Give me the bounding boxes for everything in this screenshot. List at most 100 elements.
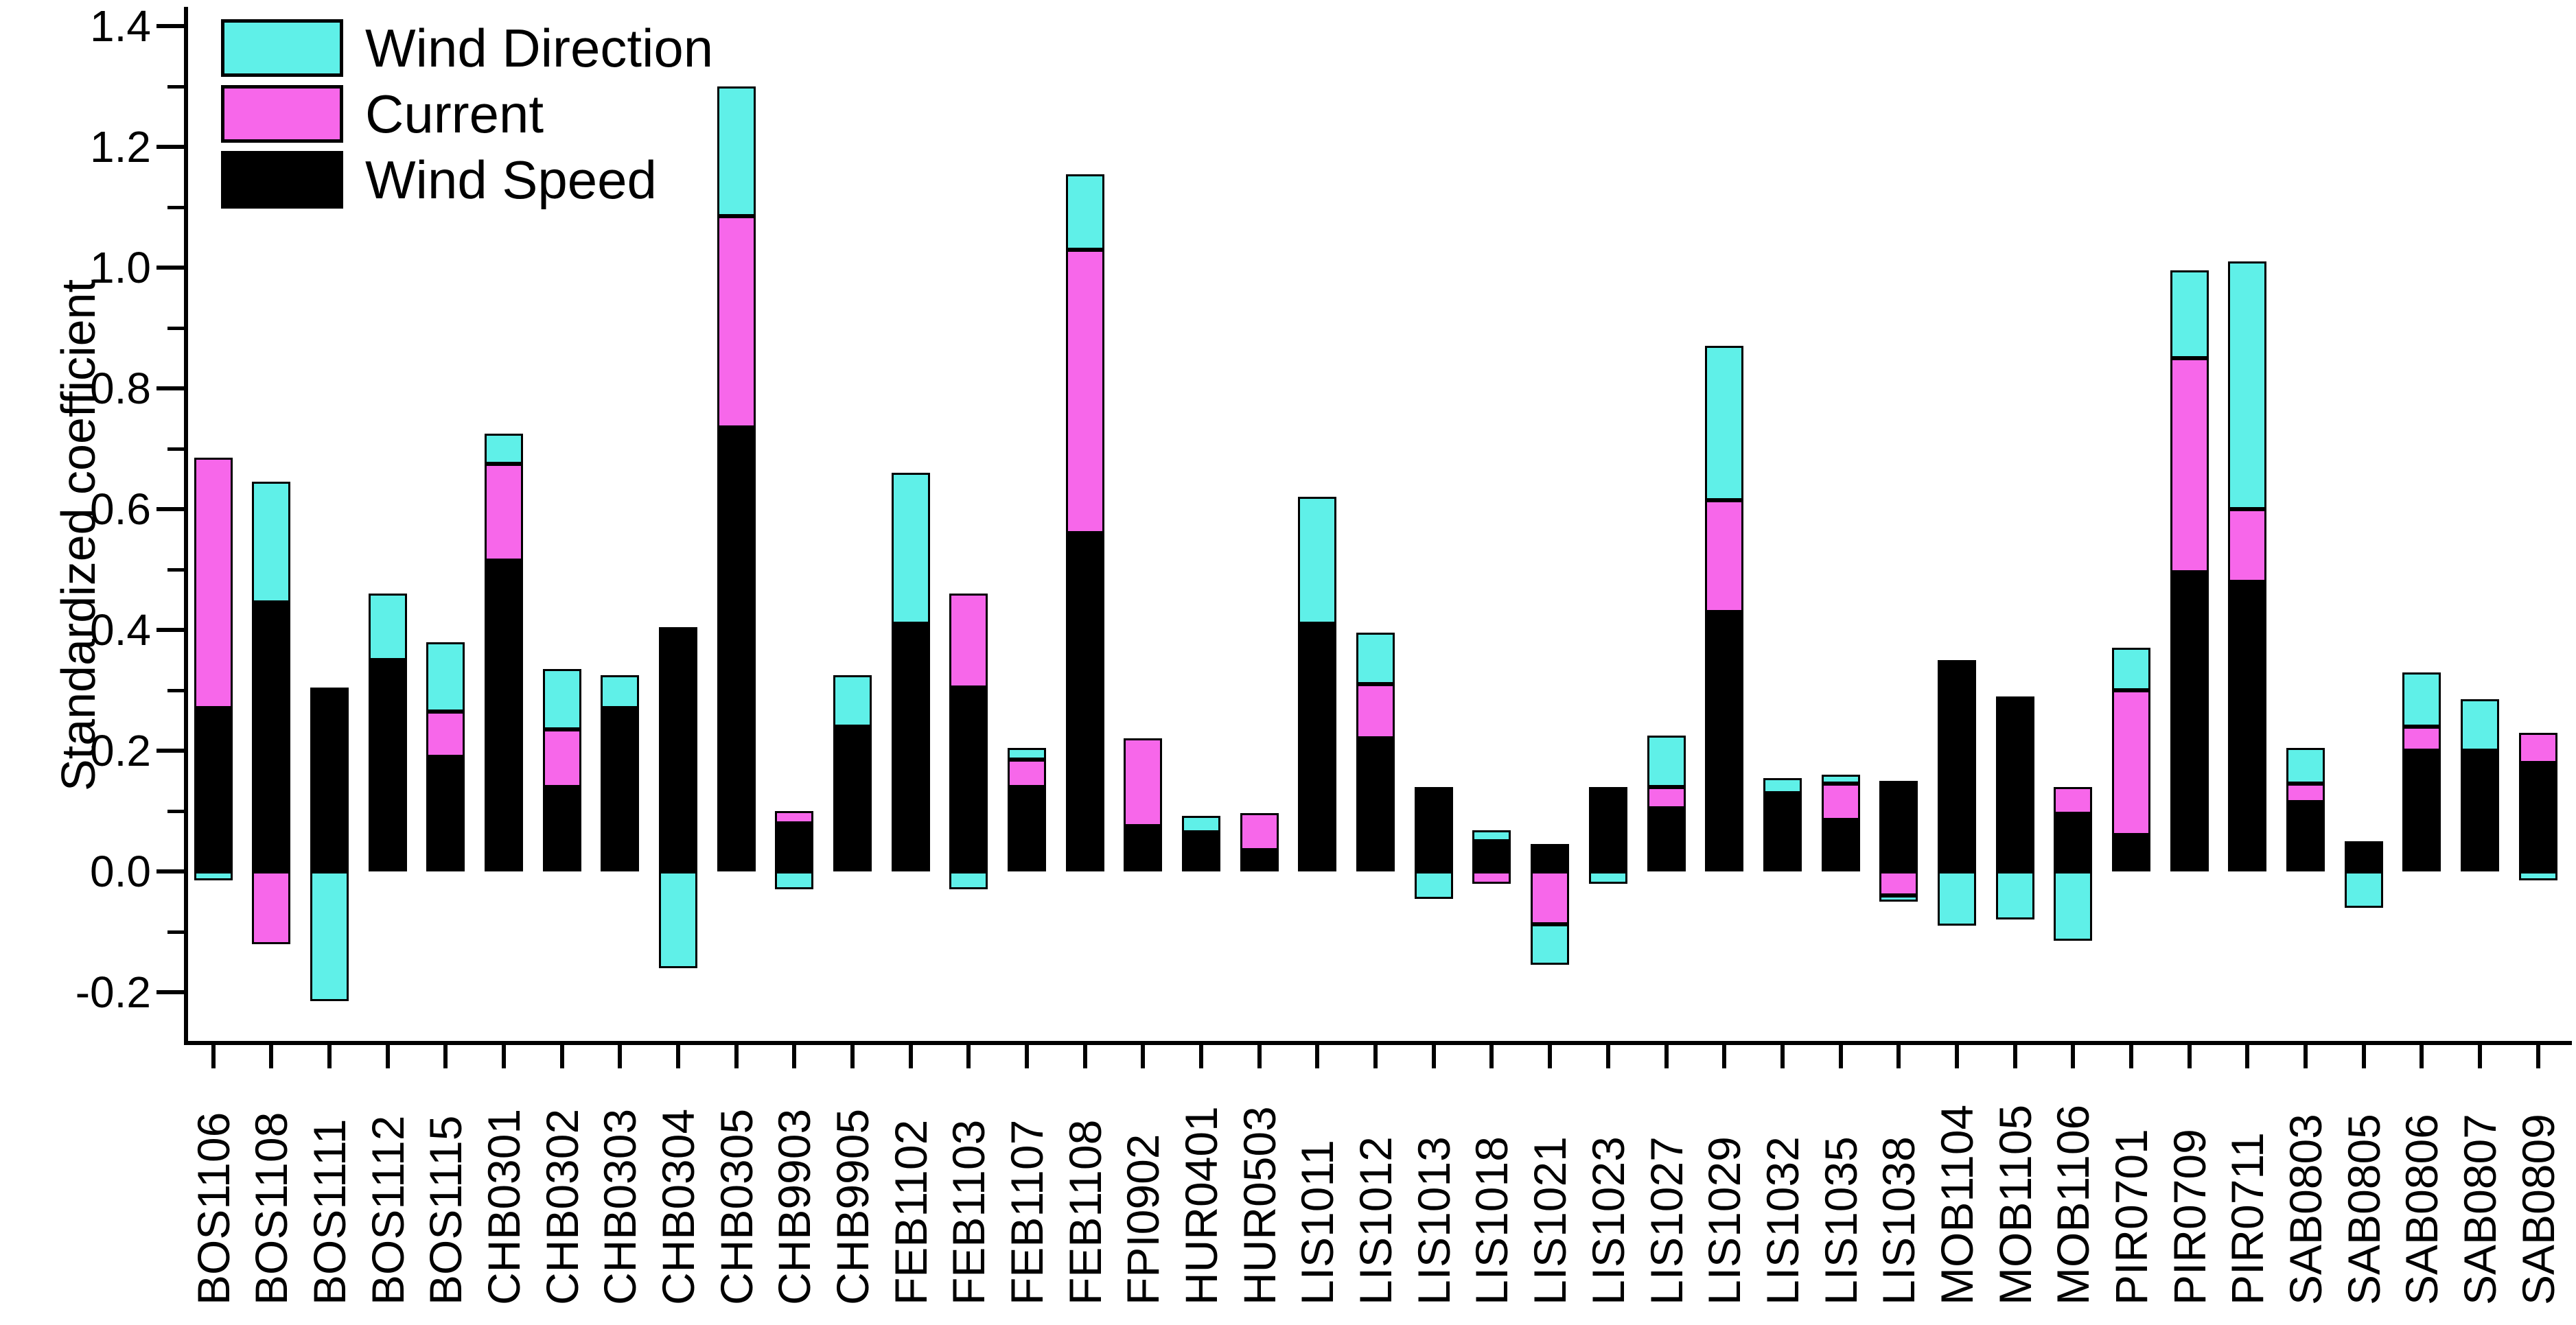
- bar-segment-wind-speed: [1124, 826, 1163, 871]
- legend-label: Current: [365, 84, 544, 144]
- bar-segment-wind-speed: [1065, 533, 1104, 871]
- bar-segment-wind-direction: [891, 473, 930, 624]
- x-tick: [2536, 1045, 2540, 1068]
- bar-segment-current: [1065, 249, 1104, 534]
- bar-segment-wind-speed: [658, 626, 697, 871]
- bar-segment-wind-direction: [252, 482, 291, 603]
- y-tick-label: 1.2: [90, 122, 151, 172]
- x-tick: [792, 1045, 797, 1068]
- x-tick: [1431, 1045, 1436, 1068]
- x-tick: [1373, 1045, 1378, 1068]
- bar-segment-wind-speed: [2402, 751, 2441, 871]
- bar-segment-wind-direction: [310, 871, 349, 1002]
- y-major-tick: [156, 990, 184, 994]
- y-major-tick: [156, 145, 184, 149]
- x-tick: [2071, 1045, 2076, 1068]
- x-tick-label: SAB0809: [2512, 1114, 2564, 1305]
- bar-segment-wind-speed: [252, 602, 291, 871]
- bar-segment-current: [1124, 738, 1163, 826]
- bar-segment-current: [1647, 786, 1686, 808]
- bar-segment-current: [484, 464, 523, 561]
- x-tick: [2012, 1045, 2017, 1068]
- bar-segment-wind-direction: [1937, 871, 1976, 926]
- bar-segment-wind-speed: [2518, 762, 2557, 871]
- x-tick: [2245, 1045, 2250, 1068]
- bar-segment-wind-speed: [542, 786, 581, 871]
- x-tick: [850, 1045, 855, 1068]
- bar-segment-wind-direction: [426, 642, 465, 712]
- bar-segment-wind-speed: [1763, 793, 1802, 871]
- x-tick-label: CHB9903: [769, 1108, 820, 1305]
- x-tick: [966, 1045, 971, 1068]
- bar-segment-wind-direction: [1647, 736, 1686, 787]
- bar-segment-wind-direction: [2461, 699, 2500, 751]
- legend-swatch-wind-direction: [221, 19, 343, 77]
- bar-segment-wind-speed: [2054, 814, 2093, 871]
- bar-segment-wind-direction: [2054, 871, 2093, 941]
- bar-segment-current: [2402, 726, 2441, 751]
- bar-segment-wind-speed: [2286, 801, 2325, 871]
- bar-segment-wind-speed: [2228, 581, 2267, 871]
- bar-segment-current: [1705, 500, 1744, 612]
- y-major-tick: [156, 24, 184, 28]
- bar-segment-wind-speed: [601, 708, 640, 871]
- x-tick-label: MOB1104: [1931, 1104, 1982, 1305]
- bar-segment-wind-speed: [1821, 820, 1860, 871]
- x-tick-label: MOB1105: [1989, 1104, 2041, 1305]
- y-minor-tick: [167, 809, 184, 813]
- x-tick-label: FPI0902: [1117, 1134, 1169, 1306]
- x-tick: [1605, 1045, 1610, 1068]
- x-tick: [2361, 1045, 2366, 1068]
- bar-segment-wind-direction: [2402, 672, 2441, 727]
- x-tick-label: CHB0303: [594, 1108, 646, 1305]
- x-tick: [1025, 1045, 1030, 1068]
- y-minor-tick: [167, 84, 184, 89]
- bar-segment-wind-speed: [2461, 751, 2500, 871]
- bar-segment-wind-direction: [1298, 497, 1337, 624]
- bar-segment-wind-direction: [949, 871, 988, 890]
- x-tick: [1838, 1045, 1843, 1068]
- x-tick: [1489, 1045, 1494, 1068]
- x-tick-label: BOS1108: [246, 1112, 297, 1305]
- bar-segment-wind-direction: [1008, 747, 1047, 760]
- x-tick-label: CHB0304: [652, 1108, 704, 1305]
- x-tick: [2420, 1045, 2424, 1068]
- bar-segment-wind-speed: [717, 427, 756, 871]
- x-tick-label: LIS1011: [1292, 1140, 1343, 1305]
- x-tick-label: LIS1013: [1408, 1136, 1459, 1305]
- x-tick: [385, 1045, 390, 1068]
- bar-segment-current: [2111, 690, 2150, 836]
- bar-segment-wind-speed: [1995, 696, 2034, 871]
- bar-segment-wind-speed: [484, 560, 523, 871]
- x-tick: [734, 1045, 739, 1068]
- x-tick: [501, 1045, 506, 1068]
- x-tick-label: SAB0806: [2396, 1114, 2448, 1305]
- bar-segment-wind-direction: [1763, 777, 1802, 793]
- bar-segment-current: [194, 458, 233, 709]
- x-tick-label: BOS1115: [420, 1115, 472, 1305]
- legend-item-current: Current: [221, 85, 713, 143]
- legend-swatch-current: [221, 85, 343, 143]
- bar-segment-current: [2518, 732, 2557, 763]
- x-tick-label: SAB0803: [2279, 1114, 2331, 1305]
- x-tick: [269, 1045, 274, 1068]
- x-tick-label: CHB0305: [710, 1108, 762, 1305]
- legend: Wind Direction Current Wind Speed: [221, 19, 713, 209]
- bar-segment-wind-direction: [658, 871, 697, 968]
- x-tick: [1082, 1045, 1087, 1068]
- bar-segment-wind-direction: [1588, 871, 1627, 884]
- x-tick-label: MOB1106: [2047, 1104, 2099, 1305]
- legend-item-wind-speed: Wind Speed: [221, 151, 713, 209]
- y-axis-line: [184, 7, 188, 1045]
- bar-segment-wind-speed: [775, 823, 814, 871]
- x-tick: [1664, 1045, 1669, 1068]
- x-tick-label: BOS1111: [303, 1118, 355, 1305]
- x-tick: [1141, 1045, 1146, 1068]
- bar-segment-wind-direction: [2344, 871, 2383, 908]
- x-tick: [2478, 1045, 2483, 1068]
- bar-segment-current: [1821, 784, 1860, 821]
- bar-segment-wind-direction: [2111, 648, 2150, 690]
- x-tick-label: FEB1107: [1001, 1119, 1053, 1305]
- bar-segment-wind-direction: [775, 871, 814, 890]
- bar-segment-current: [426, 711, 465, 757]
